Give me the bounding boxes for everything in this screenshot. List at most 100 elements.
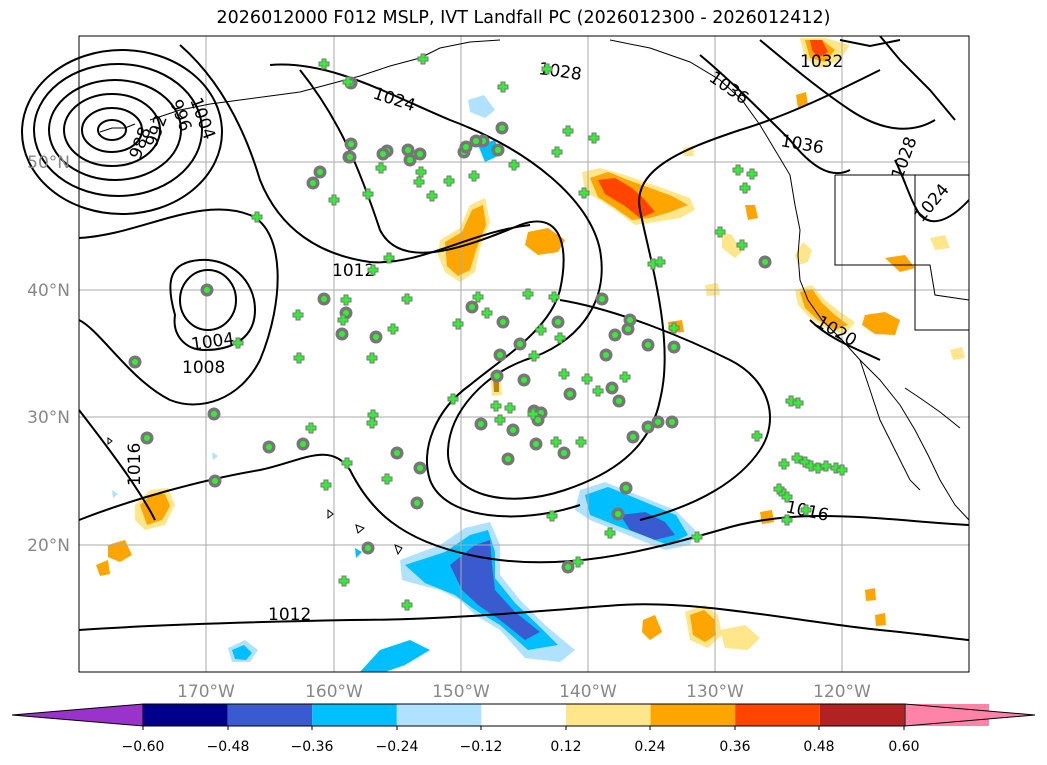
station-plus-marker [668,322,680,334]
station-plus-marker [337,314,349,326]
station-plus-marker [366,417,378,429]
station-plus-marker [293,352,305,364]
station-plus-marker [415,166,427,178]
station-plus-marker [654,256,666,268]
colorbar-bin [735,704,820,726]
station-plus-marker [805,460,817,472]
station-circle-center [414,500,420,506]
station-plus-marker [604,527,616,539]
station-circle-center [609,385,615,391]
station-circle-center [612,332,618,338]
station-plus-marker [341,457,353,469]
colorbar-tick-label: −0.36 [291,739,334,755]
station-circle-center [132,359,138,365]
station-plus-marker [494,414,506,426]
station-plus-marker [830,462,842,474]
lat-tick-label: 20°N [27,536,70,556]
station-plus-marker [305,422,317,434]
colorbar-tick-label: −0.48 [207,739,250,755]
station-plus-marker [417,53,429,65]
station-plus-marker [578,187,590,199]
colorbar-tick-label: −0.60 [122,739,165,755]
station-circle-center [645,424,651,430]
station-plus-marker [548,291,560,303]
station-markers [128,53,848,611]
station-plus-marker [736,239,748,251]
station-circle-center [599,296,605,302]
station-circle-center [417,151,423,157]
station-circle-center [565,564,571,570]
lon-tick-label: 130°W [686,682,744,702]
lat-tick-label: 40°N [27,281,70,301]
station-circle-center [616,398,622,404]
station-plus-marker [342,76,354,88]
station-circle-center [645,342,651,348]
isobar-label: 1032 [800,52,843,72]
station-circle-center [405,147,411,153]
station-circle-center [630,434,636,440]
station-plus-marker [468,170,480,182]
station-plus-marker [812,462,824,474]
isobar-label: 1012 [332,261,375,281]
station-circle-center [407,157,413,163]
station-plus-marker [328,194,340,206]
colorbar-tick-label: 0.48 [803,739,834,755]
station-circle-center [394,450,400,456]
station-plus-marker [781,491,793,503]
station-circle-center [365,545,371,551]
colorbar-bin [396,704,482,726]
station-circle-center [762,259,768,265]
station-plus-marker [528,350,540,362]
colorbar-bin [312,704,397,726]
station-plus-marker [375,162,387,174]
colorbar-frame [142,703,906,727]
station-plus-marker [732,164,744,176]
isobars [21,35,970,641]
map-area[interactable] [79,36,969,672]
station-circle-center [347,154,353,160]
lon-tick-label: 150°W [432,682,490,702]
longitude-tick-labels: 170°W 160°W 150°W 140°W 130°W 120°W [177,682,871,702]
station-plus-marker [472,291,484,303]
station-plus-marker [232,337,244,349]
colorbar-tick-label: −0.12 [460,739,503,755]
station-plus-marker [800,504,812,516]
station-plus-marker [751,430,763,442]
station-circle-center [310,180,316,186]
station-circle-center [603,352,609,358]
lon-tick-label: 170°W [177,682,235,702]
station-plus-marker [781,514,793,526]
station-plus-marker [619,371,631,383]
station-plus-marker [443,175,455,187]
map-frame [78,35,970,673]
colorbar-tick-label: 0.12 [550,739,581,755]
station-circle-center [469,304,475,310]
station-circle-center [521,377,527,383]
colorbar-bin [566,704,651,726]
station-plus-marker [785,395,797,407]
station-circle-center [478,421,484,427]
station-plus-marker [338,575,350,587]
station-circle-center [495,147,501,153]
station-circle-center [517,341,523,347]
station-plus-marker [551,146,563,158]
isobar-label: 1008 [182,358,225,378]
station-circle-center [500,319,506,325]
station-plus-marker [575,436,587,448]
station-plus-marker [535,324,547,336]
isobar-label: 1012 [268,605,311,625]
lon-tick-label: 140°W [559,682,617,702]
station-circle-center [669,419,675,425]
station-plus-marker [490,400,502,412]
station-plus-marker [522,288,534,300]
station-circle-center [533,441,539,447]
station-circle-center [510,427,516,433]
station-plus-marker [581,373,593,385]
colorbar-bin [819,704,905,726]
station-plus-marker [546,510,558,522]
station-plus-marker [366,352,378,364]
station-plus-marker [739,182,751,194]
colorbar-tick-label: 0.24 [634,739,665,755]
colorbar-tick-label: 0.60 [888,739,919,755]
station-circle-center [144,435,150,441]
